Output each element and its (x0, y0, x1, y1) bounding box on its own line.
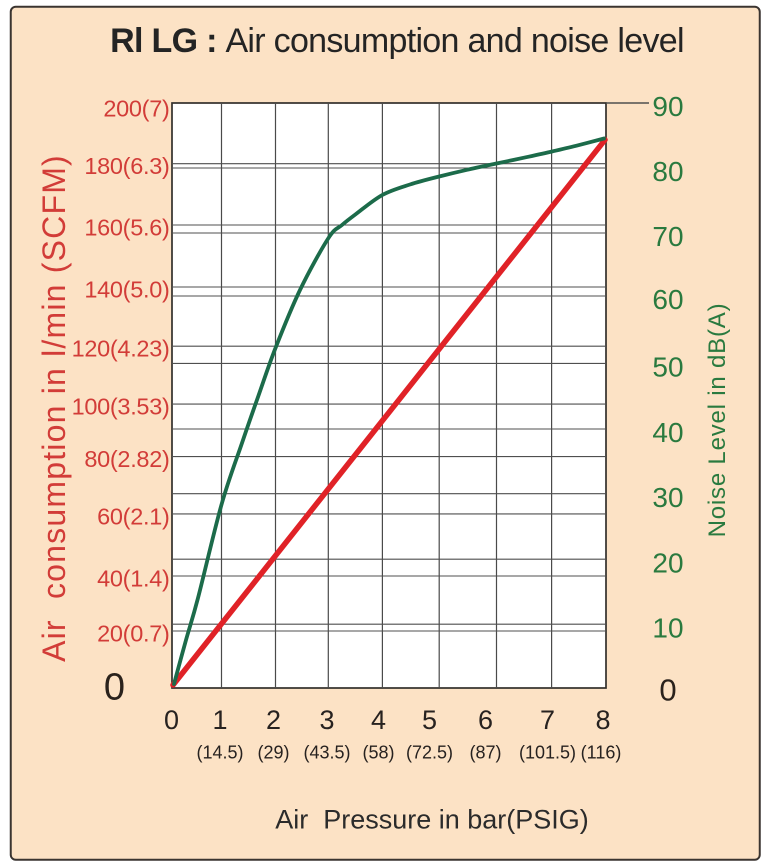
svg-text:20: 20 (652, 547, 683, 578)
svg-text:40(1.4): 40(1.4) (97, 566, 169, 592)
svg-text:Air Pressure in bar(PSIG): Air Pressure in bar(PSIG) (275, 805, 589, 835)
svg-text:Air consumption in l/min (SCF: Air consumption in l/min (SCFM) (36, 154, 72, 662)
svg-text:Noise Level in dB(A): Noise Level in dB(A) (704, 303, 731, 538)
svg-text:120(4.23): 120(4.23) (72, 336, 170, 362)
svg-text:200(7): 200(7) (103, 96, 169, 122)
svg-text:0: 0 (164, 705, 179, 735)
svg-text:80: 80 (652, 156, 683, 187)
svg-text:(87): (87) (469, 743, 501, 763)
svg-text:(116): (116) (581, 743, 622, 763)
svg-text:3: 3 (319, 705, 334, 735)
svg-text:100(3.53): 100(3.53) (72, 394, 170, 420)
svg-text:70: 70 (652, 221, 683, 252)
svg-text:0: 0 (104, 667, 125, 709)
svg-text:8: 8 (595, 705, 610, 735)
svg-text:20(0.7): 20(0.7) (97, 621, 169, 647)
svg-text:(14.5): (14.5) (196, 743, 243, 763)
svg-text:0: 0 (659, 673, 676, 708)
svg-text:60(2.1): 60(2.1) (97, 503, 169, 529)
svg-text:160(5.6): 160(5.6) (84, 215, 169, 241)
svg-text:6: 6 (478, 705, 493, 735)
svg-text:5: 5 (422, 705, 437, 735)
svg-text:50: 50 (652, 352, 683, 383)
svg-text:(29): (29) (257, 743, 289, 763)
svg-text:(43.5): (43.5) (303, 743, 350, 763)
svg-text:2: 2 (266, 705, 281, 735)
svg-text:30: 30 (652, 482, 683, 513)
svg-text:(58): (58) (362, 743, 394, 763)
svg-text:140(5.0): 140(5.0) (84, 277, 169, 303)
svg-text:10: 10 (652, 612, 683, 643)
svg-text:Rl LG : Air consumption and no: Rl LG : Air consumption and noise level (110, 22, 684, 60)
svg-text:180(6.3): 180(6.3) (84, 153, 169, 179)
svg-text:80(2.82): 80(2.82) (84, 446, 169, 472)
svg-text:7: 7 (540, 705, 555, 735)
svg-text:40: 40 (652, 417, 683, 448)
svg-text:60: 60 (652, 284, 683, 315)
svg-text:(101.5): (101.5) (519, 743, 576, 763)
svg-text:90: 90 (652, 91, 683, 122)
svg-text:(72.5): (72.5) (406, 743, 453, 763)
svg-text:1: 1 (212, 705, 227, 735)
svg-text:4: 4 (371, 705, 386, 735)
